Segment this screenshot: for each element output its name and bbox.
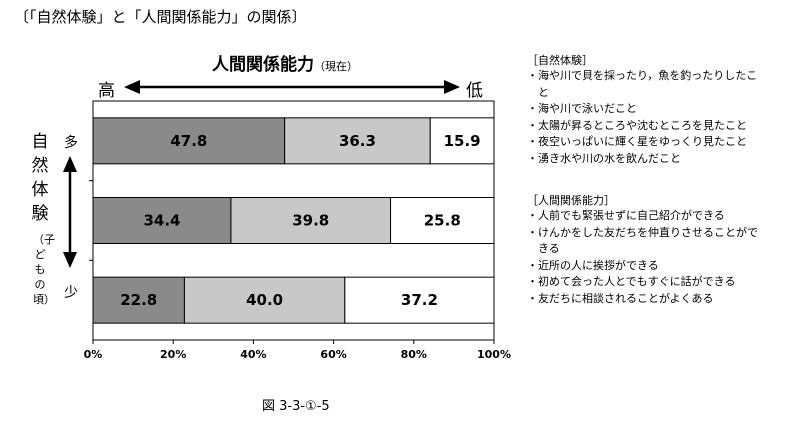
legend-nature-item: ・夜空いっぱいに輝く星をゆっくり見たこと: [527, 135, 747, 148]
bar-segment: [230, 197, 392, 244]
bar-segment: [284, 117, 431, 165]
page-title: 〔「自然体験」と「人間関係能力」の関係〕: [14, 8, 307, 26]
category-label-few: 少: [64, 285, 78, 301]
top-axis-title: 人間関係能力: [212, 55, 314, 75]
bar-value-label: 36.3: [339, 132, 376, 150]
legend-human-relations: ［人間関係能力］ ・人前でも緊張せずに自己紹介ができる ・けんかをした友だちを仲…: [527, 192, 758, 307]
bar-segment: [344, 276, 495, 324]
bar-segment: [429, 117, 495, 165]
legend-human-item: ・人前でも緊張せずに自己紹介ができる: [527, 209, 725, 222]
legend-human-item: ・近所の人に挨拶ができる: [527, 258, 659, 272]
legend-nature-item: ・湧き水や川の水を飲んだこと: [527, 151, 681, 165]
legend-nature-experience: ［自然体験］ ・海や川で貝を採ったり，魚を釣ったりしたこ と ・海や川で泳いだこ…: [527, 52, 757, 167]
legend-human-item: ・けんかをした友だちを仲直りさせることがで: [527, 225, 758, 239]
x-tick-label: 40%: [240, 348, 266, 361]
x-tick-label: 60%: [320, 348, 346, 361]
legend-human-item: きる: [527, 242, 560, 255]
bar-value-label: 22.8: [120, 291, 157, 309]
figure-caption: 図 3-3-①-5: [262, 399, 330, 414]
bar-value-label: 25.8: [424, 212, 461, 230]
bar-segment: [92, 117, 286, 165]
bar-value-label: 37.2: [401, 291, 438, 309]
bar-value-label: 34.4: [143, 212, 180, 230]
category-label-many: 多: [64, 135, 78, 151]
bar-value-label: 40.0: [246, 291, 283, 309]
x-tick-label: 20%: [160, 348, 186, 361]
bar-value-label: 47.8: [170, 132, 207, 150]
legend-nature-item: と: [527, 85, 549, 99]
legend-nature-heading: ［自然体験］: [527, 54, 593, 67]
legend-nature-item: ・海や川で泳いだこと: [527, 102, 637, 115]
high-label: 高: [98, 81, 115, 101]
x-tick-label: 100%: [477, 348, 511, 361]
legend-human-heading: ［人間関係能力］: [527, 194, 615, 207]
bar-segment: [92, 197, 232, 244]
top-axis-subtitle: （現在）: [314, 60, 358, 73]
top-axis-arrow: [124, 80, 460, 94]
bar-segment: [390, 197, 495, 244]
plot-area: 47.8 36.3 15.9 34.4 39.8 25.8 22.8 40.0 37.2 0% 20…: [84, 100, 511, 361]
bar-segment: [183, 276, 346, 324]
low-label: 低: [466, 81, 483, 101]
x-tick-label: 0%: [84, 348, 103, 361]
left-axis-title: 自然体験: [31, 132, 49, 224]
x-tick-label: 80%: [401, 348, 427, 361]
left-axis-arrow: [63, 156, 77, 268]
legend-nature-item: ・太陽が昇るところや沈むところを見たこと: [527, 118, 747, 132]
legend-human-item: ・友だちに相談されることがよくある: [527, 291, 714, 305]
legend-nature-item: ・海や川で貝を採ったり，魚を釣ったりしたこ: [527, 69, 758, 82]
top-axis-label: 人間関係能力（現在）: [212, 50, 358, 75]
bar-segment: [92, 276, 185, 324]
bar-value-label: 39.8: [292, 212, 329, 230]
legend-human-item: ・初めて会った人とでもすぐに話ができる: [527, 275, 736, 288]
bar-value-label: 15.9: [444, 132, 481, 150]
